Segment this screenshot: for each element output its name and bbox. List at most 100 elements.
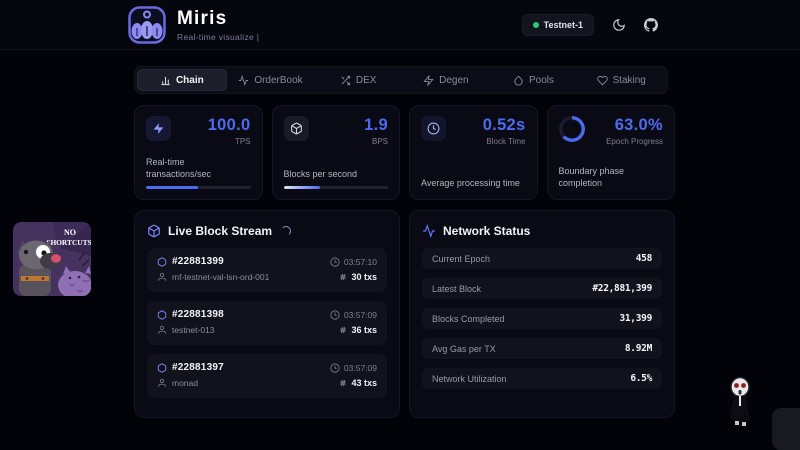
block-validator: testnet-013 (172, 325, 215, 335)
status-row: Latest Block #22,881,399 (422, 278, 662, 299)
blocktime-description: Average processing time (421, 177, 520, 188)
github-link[interactable] (644, 17, 658, 32)
clock-icon (330, 309, 340, 320)
bps-unit: BPS (371, 137, 388, 146)
tab-label: Staking (612, 74, 646, 86)
status-label: Network Utilization (432, 373, 507, 384)
tps-progress-track (146, 186, 251, 189)
main-tabbar: Chain OrderBook DEX Degen Pools Staking (134, 66, 668, 94)
app-title: Miris (177, 7, 228, 29)
block-validator: monad (172, 378, 198, 388)
tab-label: DEX (355, 74, 377, 86)
status-value: 8.92M (624, 343, 652, 354)
pixel-character (730, 376, 750, 426)
header-actions: Testnet-1 (521, 13, 658, 36)
network-badge-label: Testnet-1 (543, 19, 583, 30)
tab-pools[interactable]: Pools (490, 69, 578, 91)
zap-icon (423, 74, 434, 86)
user-icon (158, 272, 166, 281)
activity-icon (239, 74, 249, 86)
block-row[interactable]: #22881397 03:57:09 monad (147, 354, 387, 398)
corner-widget-button[interactable] (772, 408, 800, 450)
tab-label: Pools (529, 74, 555, 86)
block-number: #22881397 (172, 362, 224, 373)
blocktime-value: 0.52s (482, 116, 526, 134)
hash-icon (340, 379, 347, 387)
status-row: Avg Gas per TX 8.92M (422, 338, 662, 359)
tab-staking[interactable]: Staking (577, 69, 665, 91)
user-icon (158, 325, 166, 334)
block-number: #22881399 (172, 256, 224, 267)
sticker-text-line2: SHORTCUTS (46, 238, 91, 247)
bps-progress-track (283, 186, 388, 189)
tab-orderbook[interactable]: OrderBook (227, 69, 315, 91)
app-header: Miris Real-time visualize | Testnet-1 (0, 0, 800, 50)
droplet-icon (514, 75, 523, 85)
main-panels: Live Block Stream #22881399 03:57:10 (134, 210, 675, 418)
cube-icon (157, 256, 167, 267)
tab-chain[interactable]: Chain (137, 69, 227, 91)
hash-icon (340, 273, 347, 281)
status-value: 31,399 (619, 313, 652, 324)
status-label: Avg Gas per TX (432, 343, 496, 354)
tab-dex[interactable]: DEX (314, 69, 402, 91)
epoch-unit: Epoch Progress (606, 137, 663, 146)
online-dot-icon (532, 21, 539, 28)
epoch-description: Boundary phase completion (558, 165, 625, 188)
block-validator: mf-testnet-val-lsn-ord-001 (172, 272, 270, 282)
cube-icon (157, 362, 167, 373)
app-logo[interactable] (128, 5, 166, 44)
block-txs: 36 txs (351, 325, 377, 335)
user-icon (158, 378, 166, 387)
zap-icon (146, 116, 171, 141)
block-time: 03:57:09 (343, 362, 377, 373)
app-tagline: Real-time visualize | (177, 31, 260, 42)
block-time: 03:57:10 (343, 256, 377, 267)
heart-icon (596, 75, 608, 85)
status-value: 6.5% (630, 373, 652, 384)
blocktime-unit: Block Time (486, 137, 526, 146)
block-time: 03:57:09 (343, 309, 377, 320)
clock-icon (330, 256, 340, 267)
status-label: Latest Block (432, 283, 482, 294)
brand-block: Miris Real-time visualize | (177, 8, 259, 42)
tps-description: Real-time transactions/sec (146, 156, 212, 179)
epoch-value: 63.0% (614, 116, 663, 134)
bps-progress-fill (283, 186, 321, 189)
tps-value: 100.0 (207, 116, 251, 134)
bps-value: 1.9 (364, 116, 388, 134)
network-status-title: Network Status (443, 224, 531, 238)
stat-card-bps: 1.9 BPS Blocks per second (271, 105, 400, 200)
activity-icon (423, 224, 435, 238)
tab-degen[interactable]: Degen (402, 69, 490, 91)
cube-icon (157, 309, 167, 320)
github-icon (644, 17, 658, 32)
sticker-text-line1: NO (64, 228, 76, 237)
shuffle-icon (341, 75, 350, 85)
status-value: 458 (635, 253, 653, 264)
status-value: #22,881,399 (592, 283, 652, 294)
tps-progress-fill (146, 186, 199, 189)
theme-toggle-button[interactable] (612, 18, 626, 32)
clock-icon (421, 116, 446, 141)
network-badge[interactable]: Testnet-1 (521, 13, 594, 36)
block-number: #22881398 (172, 309, 224, 320)
tab-label: Chain (175, 74, 204, 86)
moon-icon (613, 18, 625, 31)
live-block-stream-panel: Live Block Stream #22881399 03:57:10 (134, 210, 400, 418)
network-status-panel: Network Status Current Epoch 458 Latest … (409, 210, 675, 418)
epoch-progress-ring-icon (558, 116, 585, 142)
loading-spinner-icon (281, 226, 292, 236)
tab-label: Degen (439, 74, 469, 86)
status-row: Blocks Completed 31,399 (422, 308, 662, 329)
stat-card-tps: 100.0 TPS Real-time transactions/sec (134, 105, 263, 200)
cube-icon (148, 224, 160, 238)
block-row[interactable]: #22881398 03:57:09 testnet-013 (147, 301, 387, 345)
stat-card-blocktime: 0.52s Block Time Average processing time (409, 105, 538, 200)
bar-chart-icon (161, 76, 170, 85)
stat-card-epoch: 63.0% Epoch Progress Boundary phase comp… (546, 105, 675, 200)
status-label: Blocks Completed (432, 313, 505, 324)
block-row[interactable]: #22881399 03:57:10 mf-testnet-val-lsn-or… (147, 248, 387, 292)
status-row: Network Utilization 6.5% (422, 368, 662, 389)
block-txs: 30 txs (351, 272, 377, 282)
